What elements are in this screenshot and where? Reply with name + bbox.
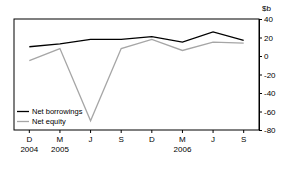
y-tick: 20 xyxy=(259,34,273,43)
y-tick: 40 xyxy=(259,15,273,24)
y-tick: -60 xyxy=(259,108,276,117)
x-tick-mark xyxy=(121,130,122,133)
y-tick: 0 xyxy=(259,52,269,61)
x-tick-mark xyxy=(213,130,214,133)
y-axis: -80 -60 -40 -20 0 20 40 xyxy=(259,15,276,135)
x-tick-mark xyxy=(182,130,183,133)
y-tick-mark xyxy=(259,130,262,131)
legend-swatch xyxy=(17,111,29,112)
y-axis-line xyxy=(260,20,263,131)
x-tick-mark xyxy=(29,130,30,133)
x-tick-label: S xyxy=(119,135,124,144)
x-tick-label: D xyxy=(149,135,155,144)
legend-label: Net equity xyxy=(32,117,66,126)
y-tick-label: -80 xyxy=(264,126,276,135)
plot-frame xyxy=(14,19,259,130)
legend-swatch xyxy=(17,121,29,122)
y-tick-mark xyxy=(259,75,262,76)
x-tick-label: M2005 xyxy=(51,135,69,154)
y-tick-label: 20 xyxy=(264,34,273,43)
x-tick-label: D2004 xyxy=(20,135,38,154)
series-line xyxy=(29,39,243,120)
legend: Net borrowingsNet equity xyxy=(17,107,83,126)
y-tick-mark xyxy=(259,56,262,57)
x-tick-label: J xyxy=(211,135,215,144)
y-tick-label: 0 xyxy=(264,52,269,61)
x-tick-label: M2006 xyxy=(174,135,192,154)
lines xyxy=(29,32,243,121)
x-tick-mark xyxy=(59,130,60,133)
y-tick-label: -40 xyxy=(264,89,276,98)
y-axis-title: $b xyxy=(262,4,271,13)
chart: -80 -60 -40 -20 0 20 40 $b D2004 M2005 J S D M2006 J S N… xyxy=(0,0,283,170)
y-tick: -20 xyxy=(259,71,276,80)
y-tick-label: 40 xyxy=(264,15,273,24)
x-tick-label: S xyxy=(241,135,246,144)
y-tick-label: -20 xyxy=(264,71,276,80)
y-tick: -80 xyxy=(259,126,276,135)
x-tick-mark xyxy=(90,130,91,133)
y-tick-mark xyxy=(259,112,262,113)
x-axis: D2004 M2005 J S D M2006 J S xyxy=(20,130,246,154)
y-tick-label: -60 xyxy=(264,108,276,117)
y-tick: -40 xyxy=(259,89,276,98)
y-tick-mark xyxy=(259,19,262,20)
x-tick-mark xyxy=(243,130,244,133)
legend-label: Net borrowings xyxy=(32,107,83,116)
x-tick-mark xyxy=(151,130,152,133)
y-tick-mark xyxy=(259,38,262,39)
y-tick-mark xyxy=(259,93,262,94)
x-tick-label: J xyxy=(89,135,93,144)
